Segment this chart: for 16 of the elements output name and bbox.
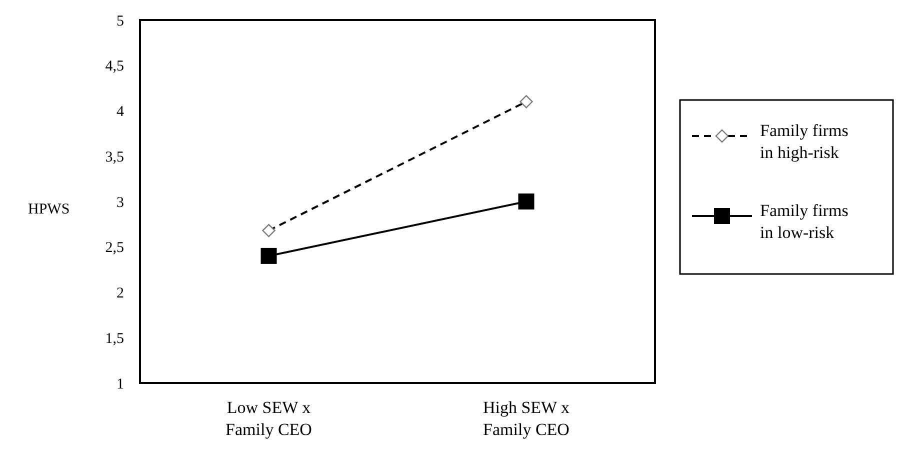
point xyxy=(260,248,277,264)
y-tick-label: 5 xyxy=(116,13,124,30)
y-tick-label: 3 xyxy=(116,194,124,211)
y-axis-title: HPWS xyxy=(28,202,70,218)
y-tick-label: 4,5 xyxy=(105,58,124,75)
x-tick-label: High SEW x Family CEO xyxy=(482,398,570,439)
y-tick-label: 1,5 xyxy=(105,330,124,347)
y-tick-label: 4 xyxy=(116,104,124,120)
y-tick-label: 1 xyxy=(116,376,124,392)
x-tick-label: Low SEW x Family CEO xyxy=(226,398,312,439)
y-tick-label: 2 xyxy=(116,286,124,302)
y-tick-label: 2,5 xyxy=(105,240,124,256)
legend-label: Family firms in low-risk xyxy=(760,201,848,242)
point xyxy=(518,194,534,210)
legend-label: Family firms in high-risk xyxy=(760,121,848,162)
y-tick-label: 3,5 xyxy=(105,149,124,166)
